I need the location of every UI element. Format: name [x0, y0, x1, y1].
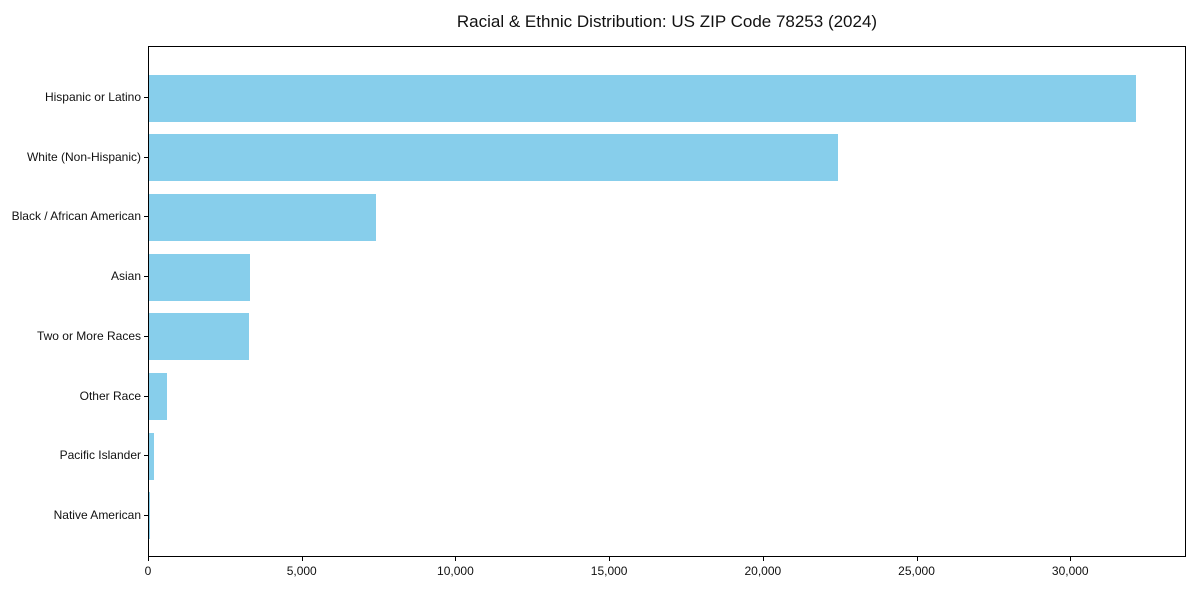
x-tick-mark — [148, 557, 149, 561]
x-tick-mark — [609, 557, 611, 561]
bar-white-non-hispanic — [149, 134, 838, 182]
x-tick-label-0: 0 — [144, 564, 152, 578]
plot-area — [148, 46, 1186, 557]
x-tick-mark — [455, 557, 457, 561]
bar-black-african-american — [149, 193, 377, 241]
y-tick-mark — [144, 455, 148, 457]
bar-asian — [149, 253, 251, 301]
y-axis-label-white-non-hispanic: White (Non-Hispanic) — [26, 149, 141, 164]
y-axis-label-black-african-american: Black / African American — [11, 209, 141, 224]
bar-pacific-islander — [149, 432, 154, 480]
bar-native-american — [149, 492, 151, 540]
x-tick-mark — [916, 557, 918, 561]
x-tick-label-10-000: 10,000 — [437, 564, 474, 578]
y-tick-mark — [144, 276, 148, 278]
x-tick-mark — [762, 557, 764, 561]
y-tick-mark — [144, 335, 148, 337]
y-tick-mark — [144, 514, 148, 516]
y-tick-mark — [144, 156, 148, 158]
y-axis-label-pacific-islander: Pacific Islander — [59, 448, 141, 463]
bar-other-race — [149, 373, 168, 420]
x-tick-label-25-000: 25,000 — [898, 564, 935, 578]
y-tick-mark — [144, 395, 148, 397]
x-tick-label-30-000: 30,000 — [1051, 564, 1089, 578]
y-axis-label-asian: Asian — [110, 269, 141, 284]
chart-title: Racial & Ethnic Distribution: US ZIP Cod… — [456, 12, 878, 31]
x-tick-mark — [1070, 557, 1072, 561]
x-tick-label-5-000: 5,000 — [286, 564, 317, 578]
x-tick-label-20-000: 20,000 — [744, 564, 782, 578]
y-axis-label-native-american: Native American — [53, 507, 141, 522]
x-tick-mark — [301, 557, 303, 561]
y-axis-label-two-or-more-races: Two or More Races — [36, 328, 141, 343]
y-axis-label-other-race: Other Race — [79, 388, 141, 403]
x-tick-label-15-000: 15,000 — [590, 564, 628, 578]
y-tick-mark — [144, 97, 148, 98]
bar-hispanic-or-latino — [149, 74, 1136, 122]
bar-two-or-more-races — [149, 313, 249, 361]
y-axis-label-hispanic-or-latino: Hispanic or Latino — [44, 90, 141, 104]
y-tick-mark — [144, 216, 148, 218]
